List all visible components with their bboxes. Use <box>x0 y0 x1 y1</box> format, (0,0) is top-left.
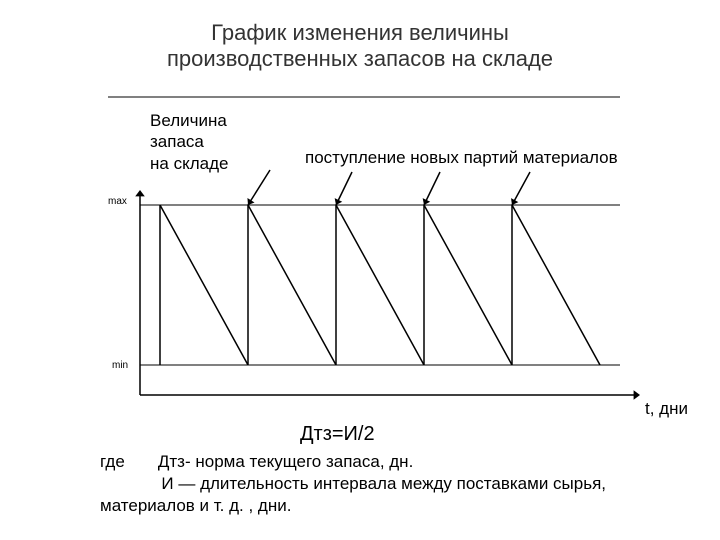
sawtooth-chart <box>0 0 720 540</box>
